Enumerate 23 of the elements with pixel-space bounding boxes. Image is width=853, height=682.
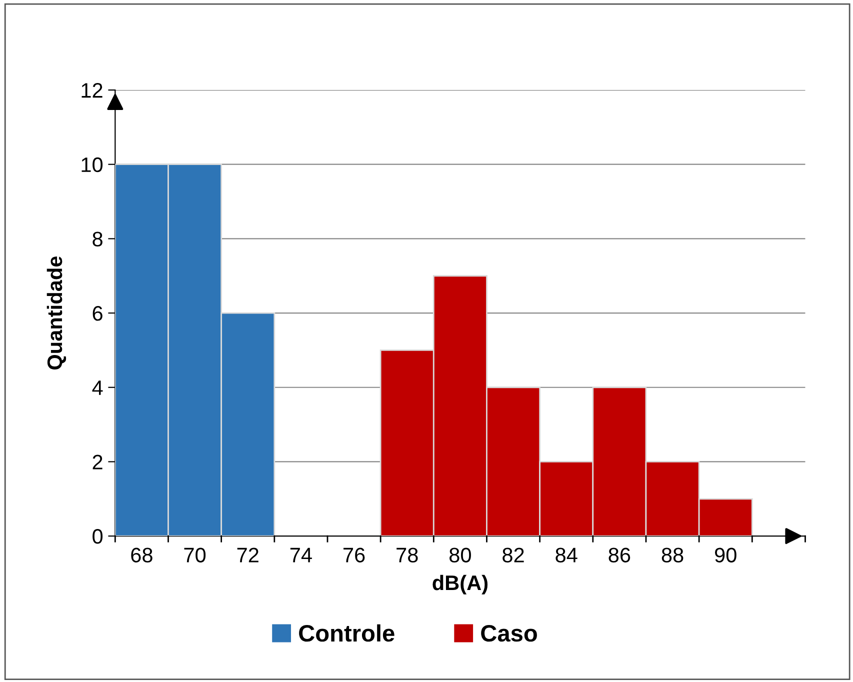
x-tick-label: 72 [237, 548, 258, 562]
x-tick-label: 88 [662, 548, 684, 562]
x-axis-title: dB(A) [432, 574, 488, 594]
y-tick-label: 12 [82, 83, 102, 98]
y-tick-label: 10 [82, 157, 103, 172]
legend-label: Controle [299, 624, 394, 642]
x-tick-label: 74 [290, 548, 312, 562]
x-tick-label: 82 [502, 548, 524, 562]
legend-label: Caso [481, 624, 537, 642]
x-tick-label: 70 [184, 548, 206, 562]
y-tick-label: 8 [92, 232, 102, 246]
y-tick-label: 0 [92, 529, 103, 544]
x-tick-label: 78 [396, 548, 418, 562]
x-tick-label: 68 [131, 548, 152, 562]
x-tick-label: 86 [608, 548, 630, 562]
y-tick-label: 6 [92, 306, 102, 321]
y-tick-label: 4 [92, 380, 103, 395]
x-tick-label: 90 [715, 548, 736, 562]
x-tick-label: 84 [556, 548, 578, 562]
x-tick-label: 76 [344, 548, 365, 562]
y-tick-label: 2 [92, 454, 102, 470]
x-tick-label: 80 [450, 548, 471, 562]
y-axis-title: Quantidade [46, 256, 66, 370]
